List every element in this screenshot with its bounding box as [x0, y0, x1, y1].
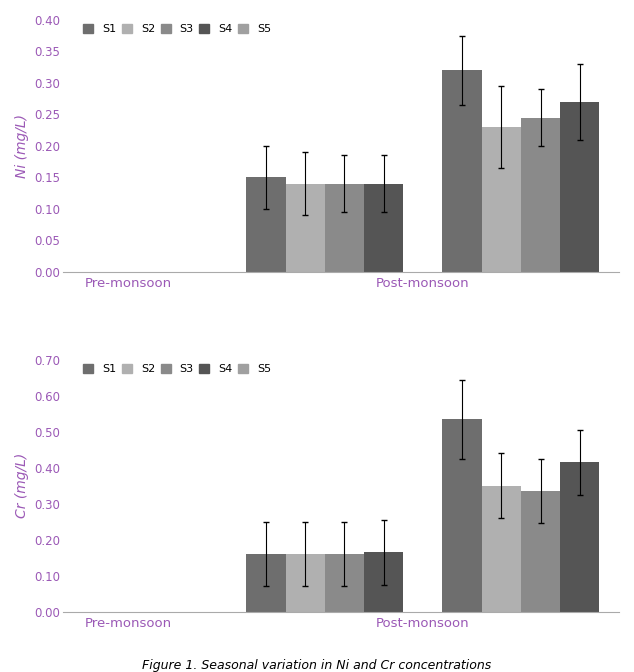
Bar: [285, 183, 325, 271]
Bar: [482, 127, 521, 271]
Bar: [285, 554, 325, 612]
Y-axis label: Ni (mg/L): Ni (mg/L): [15, 114, 29, 178]
Bar: [364, 552, 403, 612]
Bar: [521, 118, 560, 271]
Bar: [364, 183, 403, 271]
Legend: S1, S2, S3, S4, S5: S1, S2, S3, S4, S5: [80, 360, 275, 378]
Text: Figure 1. Seasonal variation in Ni and Cr concentrations: Figure 1. Seasonal variation in Ni and C…: [143, 659, 491, 671]
Bar: [247, 554, 285, 612]
Bar: [443, 419, 482, 612]
Bar: [560, 462, 599, 612]
Bar: [482, 486, 521, 612]
Y-axis label: Cr (mg/L): Cr (mg/L): [15, 453, 29, 518]
Bar: [247, 177, 285, 271]
Bar: [325, 554, 364, 612]
Bar: [443, 71, 482, 271]
Bar: [521, 491, 560, 612]
Legend: S1, S2, S3, S4, S5: S1, S2, S3, S4, S5: [80, 21, 275, 38]
Bar: [325, 183, 364, 271]
Bar: [560, 102, 599, 271]
